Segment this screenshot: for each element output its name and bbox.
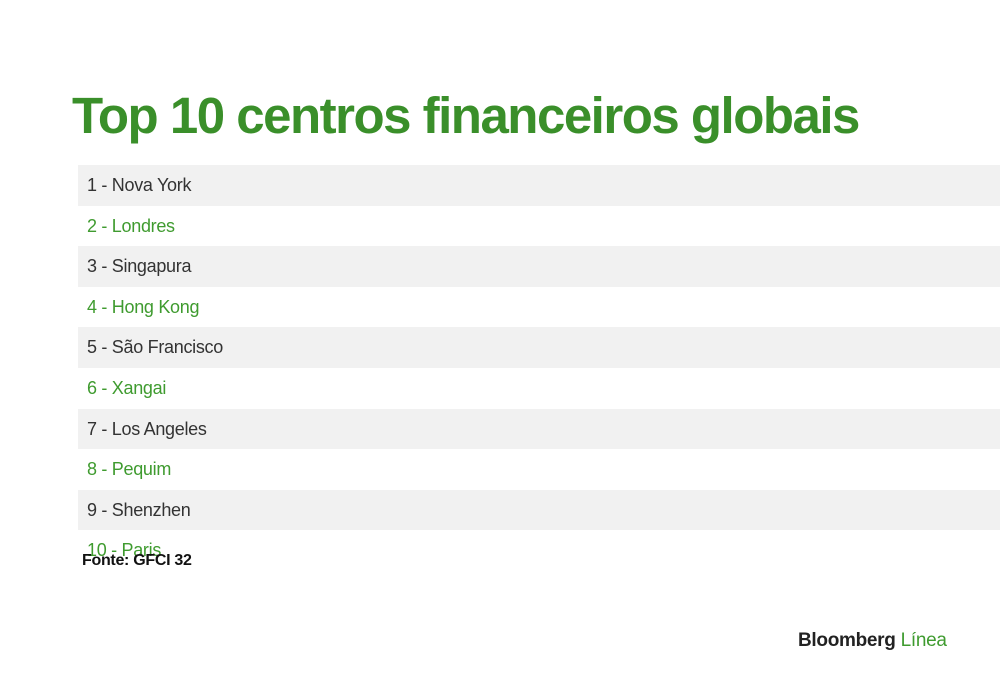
brand-logo: Bloomberg Línea	[798, 630, 947, 652]
ranking-list: 1 - Nova York 2 - Londres 3 - Singapura 4 -…	[78, 165, 1000, 571]
ranking-row: 5 - São Francisco	[78, 327, 1000, 368]
brand-suffix: Línea	[900, 630, 947, 651]
ranking-row: 1 - Nova York	[78, 165, 1000, 206]
ranking-row: 3 - Singapura	[78, 246, 1000, 287]
ranking-row: 6 - Xangai	[78, 367, 1000, 409]
ranking-row: 4 - Hong Kong	[78, 286, 1000, 328]
ranking-row: 2 - Londres	[78, 205, 1000, 247]
ranking-row: 9 - Shenzhen	[78, 489, 1000, 531]
title: Top 10 centros financeiros globais	[72, 87, 860, 144]
ranking-row: 7 - Los Angeles	[78, 408, 1000, 450]
source: Fonte: GFCI 32	[82, 552, 192, 569]
ranking-row: 10 - Paris	[78, 530, 1000, 571]
brand-name: Bloomberg	[798, 630, 896, 651]
ranking-row: 8 - Pequim	[78, 449, 1000, 490]
